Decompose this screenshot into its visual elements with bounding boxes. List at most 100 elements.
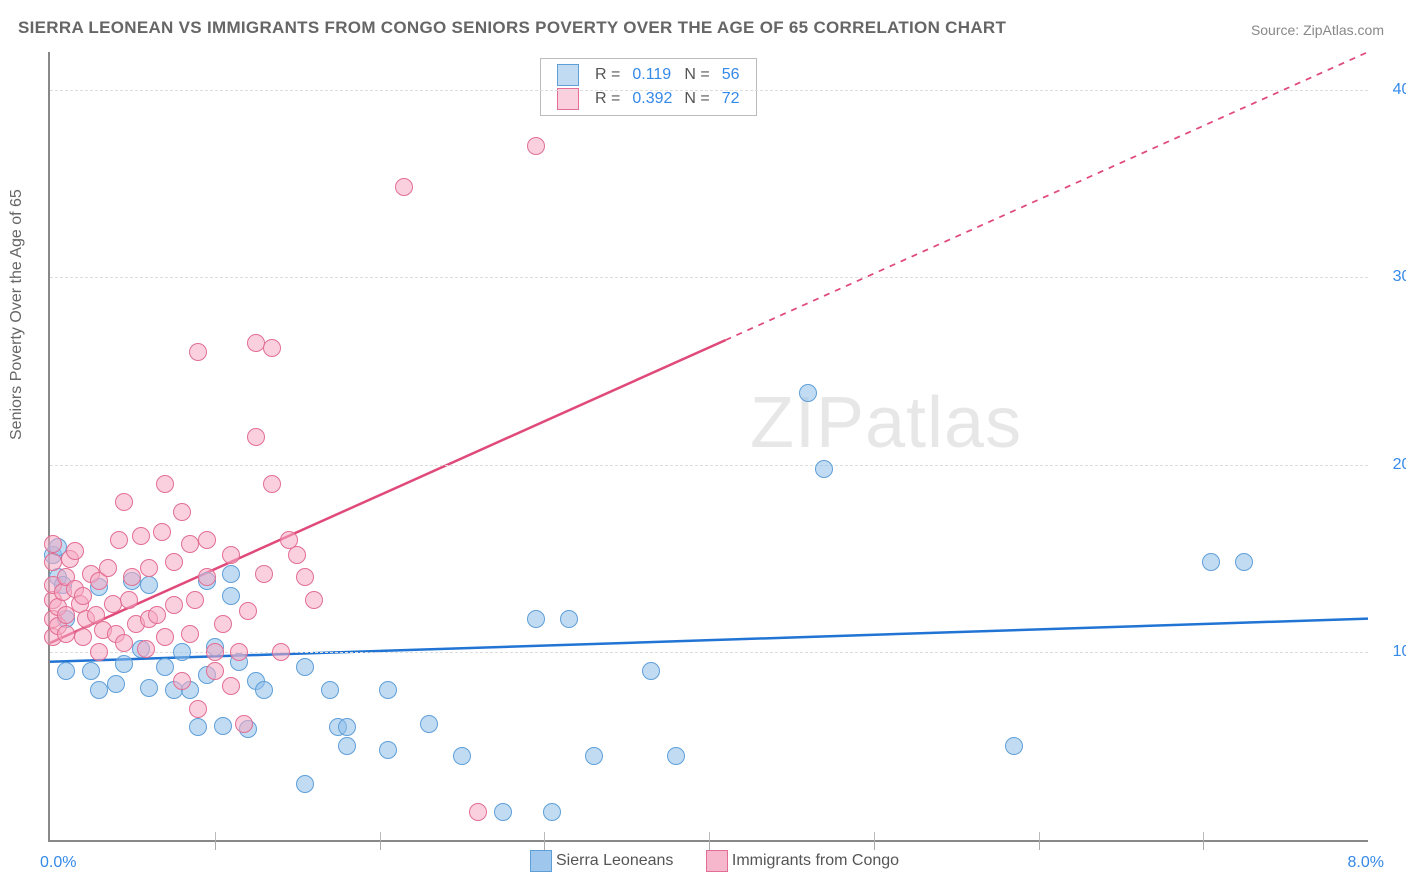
n-label: N = [678, 63, 715, 87]
x-tick [709, 840, 710, 850]
scatter-point [799, 384, 817, 402]
x-tick [874, 840, 875, 850]
scatter-point [453, 747, 471, 765]
scatter-point [239, 602, 257, 620]
scatter-point [222, 587, 240, 605]
swatch-congo [706, 850, 728, 872]
scatter-point [66, 542, 84, 560]
scatter-point [288, 546, 306, 564]
r-label: R = [589, 63, 626, 87]
scatter-point [494, 803, 512, 821]
scatter-point [296, 568, 314, 586]
legend-label-sierra: Sierra Leoneans [556, 852, 673, 870]
scatter-point [222, 546, 240, 564]
legend-item-sierra: Sierra Leoneans [530, 850, 673, 872]
scatter-point [148, 606, 166, 624]
scatter-point [198, 568, 216, 586]
scatter-point [156, 658, 174, 676]
scatter-point [206, 662, 224, 680]
scatter-point [247, 334, 265, 352]
gridline [50, 90, 1368, 91]
scatter-point [379, 681, 397, 699]
scatter-point [189, 343, 207, 361]
scatter-point [140, 679, 158, 697]
r-label: R = [589, 87, 626, 111]
scatter-point [90, 681, 108, 699]
x-tick-max: 8.0% [1348, 854, 1384, 872]
scatter-point [1005, 737, 1023, 755]
r-value-sierra: 0.119 [626, 63, 678, 87]
scatter-point [140, 559, 158, 577]
y-tick-label: 30.0% [1378, 268, 1406, 286]
legend-item-congo: Immigrants from Congo [706, 850, 899, 872]
scatter-point [44, 535, 62, 553]
legend-row-congo: R = 0.392 N = 72 [551, 87, 746, 111]
n-value-congo: 72 [716, 87, 746, 111]
gridline [50, 277, 1368, 278]
x-tick [544, 840, 545, 850]
scatter-point [1235, 553, 1253, 571]
scatter-point [120, 591, 138, 609]
scatter-point [107, 675, 125, 693]
chart-title: SIERRA LEONEAN VS IMMIGRANTS FROM CONGO … [18, 18, 1006, 38]
scatter-point [247, 428, 265, 446]
scatter-point [642, 662, 660, 680]
gridline-v [1203, 832, 1204, 840]
scatter-point [469, 803, 487, 821]
scatter-point [296, 775, 314, 793]
gridline-v [544, 832, 545, 840]
scatter-point [395, 178, 413, 196]
scatter-point [585, 747, 603, 765]
scatter-point [115, 655, 133, 673]
plot-area: ZIPatlas R = 0.119 N = 56 R = 0.392 N = … [48, 52, 1368, 842]
scatter-point [173, 503, 191, 521]
scatter-point [1202, 553, 1220, 571]
scatter-point [189, 718, 207, 736]
gridline-v [380, 832, 381, 840]
n-label: N = [678, 87, 715, 111]
correlation-legend: R = 0.119 N = 56 R = 0.392 N = 72 [540, 58, 757, 116]
scatter-point [815, 460, 833, 478]
chart-source: Source: ZipAtlas.com [1251, 22, 1384, 38]
scatter-point [305, 591, 323, 609]
scatter-point [338, 737, 356, 755]
x-tick [380, 840, 381, 850]
scatter-point [115, 634, 133, 652]
n-value-sierra: 56 [716, 63, 746, 87]
scatter-point [74, 587, 92, 605]
scatter-point [137, 640, 155, 658]
scatter-point [104, 595, 122, 613]
scatter-point [255, 565, 273, 583]
scatter-point [379, 741, 397, 759]
swatch-sierra [530, 850, 552, 872]
scatter-point [206, 643, 224, 661]
scatter-point [296, 658, 314, 676]
gridline-v [215, 832, 216, 840]
scatter-point [110, 531, 128, 549]
scatter-point [272, 643, 290, 661]
y-tick-label: 20.0% [1378, 456, 1406, 474]
scatter-point [99, 559, 117, 577]
scatter-point [181, 535, 199, 553]
scatter-point [132, 527, 150, 545]
legend-label-congo: Immigrants from Congo [732, 852, 899, 870]
scatter-point [90, 643, 108, 661]
scatter-point [156, 628, 174, 646]
scatter-point [222, 565, 240, 583]
r-value-congo: 0.392 [626, 87, 678, 111]
scatter-point [44, 553, 62, 571]
scatter-point [230, 643, 248, 661]
scatter-point [543, 803, 561, 821]
scatter-point [165, 596, 183, 614]
scatter-point [186, 591, 204, 609]
scatter-point [115, 493, 133, 511]
scatter-point [255, 681, 273, 699]
series-legend: Sierra Leoneans Immigrants from Congo [530, 850, 927, 877]
scatter-point [181, 625, 199, 643]
y-axis-label: Seniors Poverty Over the Age of 65 [8, 189, 26, 440]
swatch-congo [557, 88, 579, 110]
scatter-point [123, 568, 141, 586]
scatter-point [82, 662, 100, 680]
scatter-point [527, 610, 545, 628]
scatter-point [560, 610, 578, 628]
